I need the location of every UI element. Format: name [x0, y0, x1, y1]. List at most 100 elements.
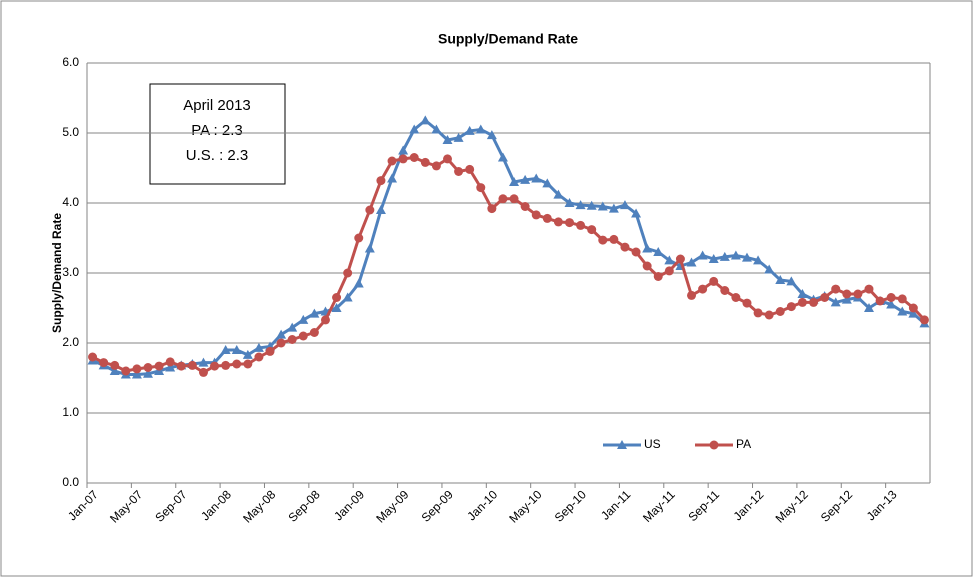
series-line [91, 155, 926, 375]
annotation-text: PA : 2.3 [191, 122, 242, 139]
data-point [542, 178, 553, 188]
data-point [442, 135, 453, 144]
data-point [254, 352, 264, 362]
legend-marker [709, 440, 719, 450]
data-point [864, 284, 874, 294]
data-point [509, 177, 520, 186]
data-point [243, 359, 253, 369]
data-point [576, 220, 586, 230]
data-point [620, 242, 630, 252]
data-point [442, 154, 452, 164]
data-point [165, 357, 175, 367]
data-point [786, 276, 797, 286]
data-point [398, 145, 409, 155]
series-line [91, 118, 926, 376]
data-point [398, 154, 408, 164]
y-tick-label: 5.0 [62, 125, 79, 139]
data-point [99, 358, 109, 368]
data-point [830, 297, 841, 307]
data-point [664, 266, 674, 276]
data-point [709, 276, 719, 286]
data-point [809, 297, 819, 307]
data-point [631, 208, 642, 218]
data-point [698, 284, 708, 294]
data-point [687, 290, 697, 300]
data-point [387, 173, 398, 183]
data-point [908, 308, 919, 318]
data-point [409, 124, 420, 134]
data-point [165, 362, 176, 372]
data-point [298, 331, 308, 341]
data-point [741, 252, 752, 262]
data-point [220, 345, 231, 354]
data-point [353, 278, 364, 288]
y-tick-label: 4.0 [62, 195, 79, 209]
data-point [875, 296, 885, 306]
data-point [520, 202, 530, 211]
annotation-text: April 2013 [183, 97, 251, 114]
data-point [764, 264, 775, 274]
data-point [287, 322, 298, 332]
data-point [886, 299, 897, 309]
data-point [498, 194, 508, 204]
legend-marker [617, 440, 627, 449]
data-point [897, 294, 907, 304]
legend-label: US [644, 437, 661, 451]
data-point [343, 268, 353, 278]
data-point [486, 130, 497, 140]
data-point [764, 310, 774, 320]
data-point [797, 289, 808, 298]
data-point [431, 161, 441, 171]
data-point [586, 200, 597, 210]
data-point [431, 124, 442, 134]
data-point [653, 247, 664, 256]
data-point [775, 275, 786, 284]
data-point [121, 366, 131, 376]
data-point [708, 254, 719, 263]
data-point [110, 360, 120, 370]
data-point [298, 314, 309, 324]
data-point [697, 250, 708, 260]
data-point [919, 315, 929, 325]
data-point [609, 234, 619, 244]
data-point [364, 243, 375, 253]
annotation-text: U.S. : 2.3 [186, 147, 249, 164]
data-point [542, 213, 552, 223]
data-point [143, 368, 154, 378]
chart-title: Supply/Demand Rate [438, 31, 578, 47]
data-point [642, 243, 653, 253]
data-point [210, 361, 220, 371]
data-point [109, 366, 120, 375]
y-tick-label: 6.0 [62, 55, 79, 69]
data-point [831, 284, 841, 294]
data-point [575, 200, 586, 210]
data-point [276, 338, 286, 348]
data-point [886, 293, 896, 302]
legend-label: PA [736, 437, 751, 451]
data-point [154, 361, 164, 371]
data-point [276, 329, 287, 339]
data-point [265, 346, 275, 356]
data-point [608, 203, 619, 213]
data-point [598, 235, 608, 245]
data-point [619, 200, 630, 210]
data-point [863, 303, 874, 312]
y-axis-label: Supply/Demand Rate [50, 213, 64, 333]
data-point [742, 298, 752, 308]
data-point [531, 173, 542, 183]
data-point [465, 164, 475, 174]
data-point [242, 349, 253, 359]
annotation-box [149, 83, 286, 185]
data-point [409, 153, 419, 162]
data-point [221, 360, 231, 370]
data-point [664, 255, 675, 265]
data-point [176, 361, 186, 371]
data-point [132, 364, 142, 374]
data-point [642, 261, 652, 271]
data-point [198, 367, 208, 377]
data-point [331, 303, 342, 312]
data-point [730, 250, 741, 260]
data-point [342, 292, 353, 302]
data-point [365, 205, 375, 215]
